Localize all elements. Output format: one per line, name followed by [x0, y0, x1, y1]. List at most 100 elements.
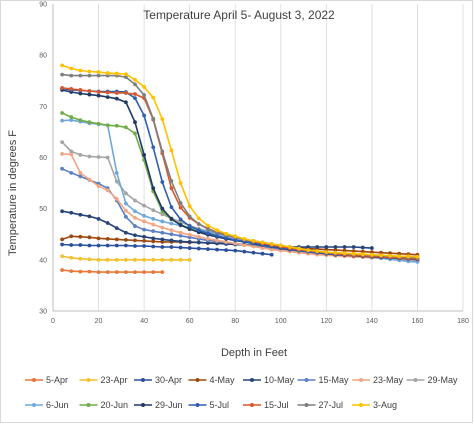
data-point [69, 243, 74, 247]
legend-marker [32, 378, 36, 382]
legend-label: 15-Jul [264, 400, 289, 410]
data-point [160, 230, 165, 235]
data-point [69, 234, 74, 239]
data-point [251, 244, 256, 249]
legend-item-5-Apr: 5-Apr [25, 375, 68, 385]
data-point [397, 254, 402, 259]
data-point [87, 257, 92, 262]
data-point [123, 270, 128, 275]
legend-marker [141, 378, 145, 382]
data-point [133, 224, 137, 228]
data-point [123, 257, 128, 262]
data-point [78, 88, 83, 92]
data-point [342, 251, 347, 256]
data-point [114, 237, 119, 242]
legend-label: 29-Jun [155, 400, 183, 410]
data-point [196, 234, 201, 239]
axes: 0 20 40 60 80 100 120 140 160 180 30 40 50 60 70 80 90 [39, 2, 469, 326]
data-point [123, 208, 128, 213]
data-point [178, 205, 183, 210]
data-point [69, 152, 74, 157]
data-point [205, 223, 210, 228]
data-point [96, 155, 101, 159]
data-point [160, 219, 165, 224]
data-point [151, 257, 156, 262]
data-point [215, 247, 219, 252]
x-tick-label: 180 [457, 318, 469, 325]
series-line [61, 64, 418, 258]
data-point [69, 170, 74, 175]
data-point [178, 239, 183, 244]
data-point [324, 250, 329, 255]
data-point [87, 73, 92, 78]
legend-item-6-Jun: 6-Jun [25, 400, 69, 410]
data-point [142, 93, 147, 97]
data-point [224, 240, 229, 244]
data-point [151, 217, 156, 221]
data-point [114, 179, 119, 184]
data-point [269, 242, 274, 246]
data-point [187, 204, 192, 209]
data-point [96, 93, 101, 98]
x-tick-label: 20 [95, 318, 103, 325]
data-point [160, 237, 165, 242]
data-point [287, 245, 292, 249]
data-point [415, 254, 420, 259]
data-point [133, 244, 137, 248]
data-point [369, 252, 374, 257]
data-point [224, 248, 229, 253]
data-point [133, 92, 137, 96]
data-point [351, 245, 356, 249]
series-line [62, 153, 418, 261]
data-point [78, 91, 83, 96]
legend-label: 20-Jun [101, 400, 129, 410]
x-tick-label: 0 [51, 318, 55, 325]
data-point [169, 221, 174, 226]
series-5-Apr [60, 268, 165, 275]
data-point [105, 243, 110, 248]
legend-item-3-Aug: 3-Aug [352, 400, 397, 410]
data-point [114, 71, 119, 76]
data-point [151, 229, 156, 234]
legend-label: 27-Jul [319, 400, 344, 410]
data-point [151, 208, 156, 213]
data-point [169, 245, 174, 249]
data-point [160, 225, 165, 230]
series-line [62, 269, 163, 273]
data-point [105, 155, 110, 160]
legend-label: 4-May [210, 375, 236, 385]
data-point [142, 84, 147, 89]
legend-marker [250, 403, 254, 407]
data-point [142, 219, 147, 224]
data-point [114, 226, 119, 231]
data-point [196, 216, 201, 221]
legend-item-23-Apr: 23-Apr [79, 375, 128, 385]
data-point [69, 269, 74, 273]
series-line [62, 243, 272, 256]
legend-label: 5-Jul [210, 400, 230, 410]
data-point [123, 125, 128, 130]
data-point [205, 236, 210, 241]
data-point [114, 270, 119, 275]
legend-marker [359, 403, 363, 407]
data-point [105, 95, 110, 100]
data-point [123, 214, 128, 219]
legend-marker [86, 403, 91, 407]
data-point [60, 152, 65, 156]
data-point [133, 120, 137, 125]
data-point [178, 233, 183, 238]
legend-item-23-May: 23-May [352, 375, 404, 385]
data-point [342, 245, 347, 249]
data-point [269, 247, 274, 252]
data-point [133, 270, 137, 275]
legend-label: 29-May [428, 375, 459, 385]
data-point [87, 235, 92, 240]
data-point [87, 92, 92, 97]
data-point [169, 238, 174, 243]
legend-marker [195, 378, 200, 382]
data-point [251, 239, 256, 243]
series-27-Jul [60, 72, 420, 260]
series-line [61, 89, 418, 261]
data-point [160, 180, 165, 184]
